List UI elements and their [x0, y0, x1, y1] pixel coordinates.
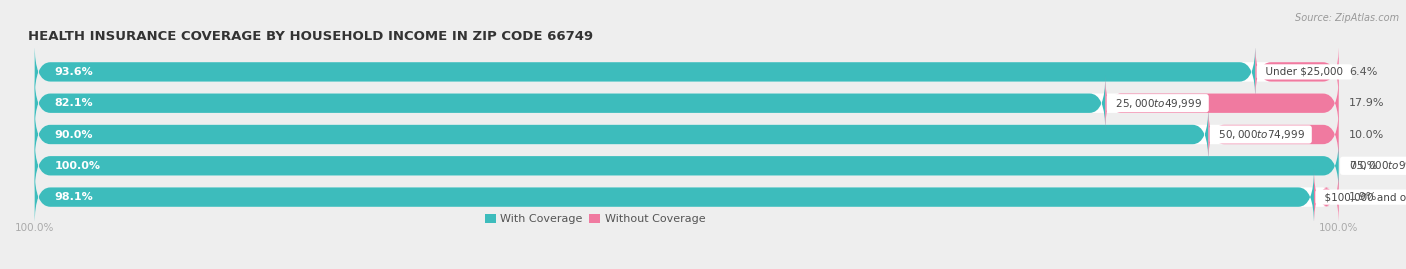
FancyBboxPatch shape [35, 75, 1105, 131]
Legend: With Coverage, Without Coverage: With Coverage, Without Coverage [481, 210, 710, 229]
Text: 98.1%: 98.1% [55, 192, 93, 202]
Text: $50,000 to $74,999: $50,000 to $74,999 [1212, 128, 1309, 141]
FancyBboxPatch shape [35, 107, 1339, 162]
Text: $75,000 to $99,999: $75,000 to $99,999 [1343, 159, 1406, 172]
Text: $25,000 to $49,999: $25,000 to $49,999 [1109, 97, 1206, 110]
Text: HEALTH INSURANCE COVERAGE BY HOUSEHOLD INCOME IN ZIP CODE 66749: HEALTH INSURANCE COVERAGE BY HOUSEHOLD I… [28, 30, 593, 43]
Text: Source: ZipAtlas.com: Source: ZipAtlas.com [1295, 13, 1399, 23]
Text: 17.9%: 17.9% [1350, 98, 1385, 108]
FancyBboxPatch shape [35, 107, 1208, 162]
Text: 100.0%: 100.0% [55, 161, 100, 171]
Text: 93.6%: 93.6% [55, 67, 93, 77]
FancyBboxPatch shape [1315, 169, 1339, 225]
FancyBboxPatch shape [35, 44, 1256, 100]
Text: 90.0%: 90.0% [55, 129, 93, 140]
FancyBboxPatch shape [35, 44, 1339, 100]
FancyBboxPatch shape [1105, 75, 1339, 131]
FancyBboxPatch shape [35, 169, 1315, 225]
Text: 1.9%: 1.9% [1350, 192, 1378, 202]
FancyBboxPatch shape [35, 138, 1339, 194]
FancyBboxPatch shape [1256, 44, 1339, 100]
FancyBboxPatch shape [1208, 107, 1339, 162]
Text: 82.1%: 82.1% [55, 98, 93, 108]
Text: 0.0%: 0.0% [1350, 161, 1378, 171]
Text: 6.4%: 6.4% [1350, 67, 1378, 77]
Text: Under $25,000: Under $25,000 [1260, 67, 1350, 77]
Text: $100,000 and over: $100,000 and over [1317, 192, 1406, 202]
FancyBboxPatch shape [35, 169, 1339, 225]
Text: 10.0%: 10.0% [1350, 129, 1385, 140]
FancyBboxPatch shape [35, 75, 1339, 131]
FancyBboxPatch shape [35, 138, 1339, 194]
